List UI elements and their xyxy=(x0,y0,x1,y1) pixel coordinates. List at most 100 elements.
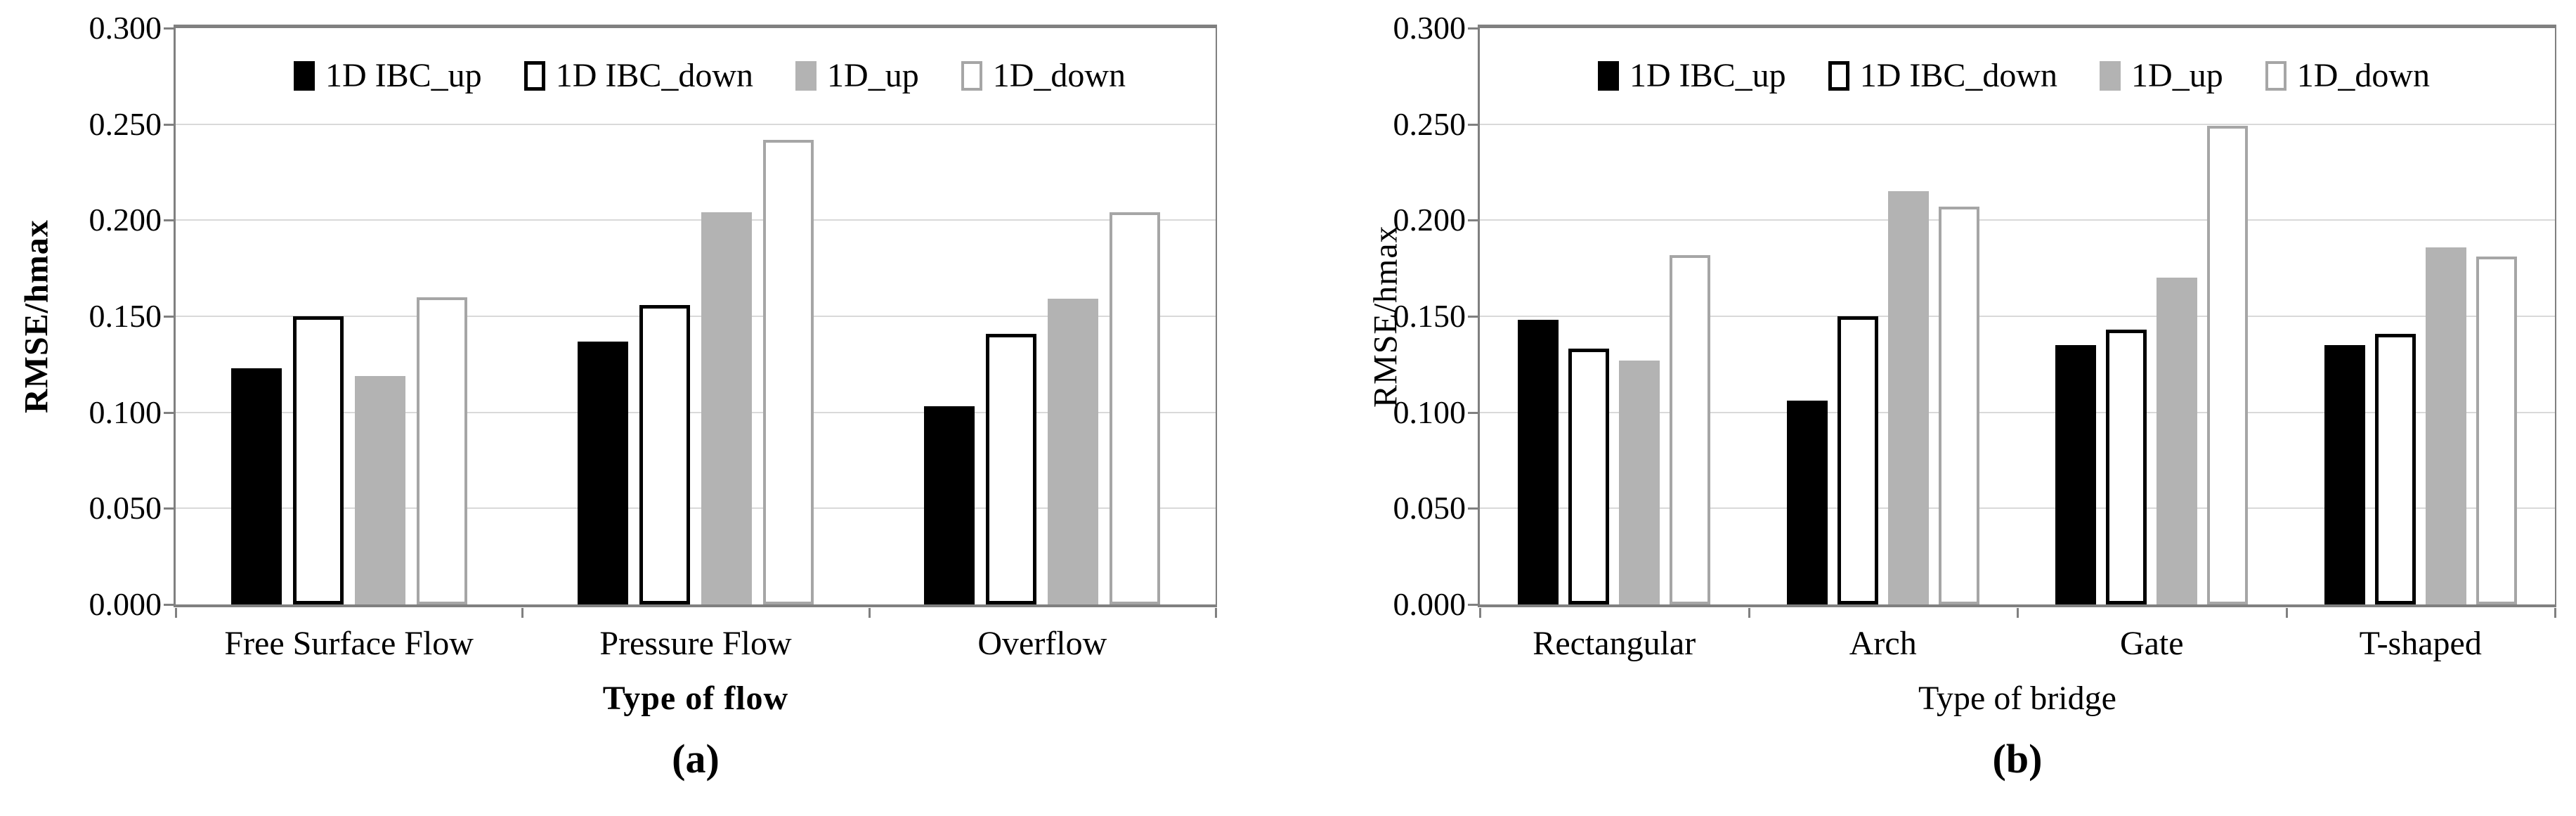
caption-a: (a) xyxy=(672,736,720,782)
y-tick-mark xyxy=(164,411,176,414)
y-tick-label: 0.300 xyxy=(1393,10,1466,46)
gridline xyxy=(176,316,1216,317)
bar-1d-ibc-down-1 xyxy=(1568,349,1610,604)
legend-item-1d-down: 1D_down xyxy=(2265,56,2430,95)
legend-item-1d-ibc-up: 1D IBC_up xyxy=(1598,56,1786,95)
bar-1d-down-1 xyxy=(416,297,467,604)
bar-1d-up-2 xyxy=(1887,191,1929,604)
bar-1d-ibc-up-2 xyxy=(1786,401,1828,604)
legend-item-1d-up: 1D_up xyxy=(795,56,919,95)
y-tick-label: 0.100 xyxy=(1393,394,1466,430)
legend-swatch-black-icon xyxy=(1598,60,1619,91)
y-tick-label: 0.300 xyxy=(89,10,162,46)
bar-1d-down-3 xyxy=(2207,126,2249,604)
legend-item-1d-ibc-up: 1D IBC_up xyxy=(294,56,482,95)
bar-1d-ibc-down-4 xyxy=(2374,334,2416,604)
x-tick-mark xyxy=(1479,608,1481,618)
bar-1d-up-3 xyxy=(2157,278,2198,604)
x-tick-mark xyxy=(175,608,177,618)
chart-b: RMSE/hmax 1D IBC_up 1D IBC_down 1D_up xyxy=(1304,0,2576,816)
legend-swatch-gray-icon xyxy=(795,60,817,91)
x-tick-mark xyxy=(521,608,524,618)
y-tick-mark xyxy=(1468,604,1480,606)
x-category-label: Free Surface Flow xyxy=(224,625,474,662)
x-category-label: T-shaped xyxy=(2359,625,2482,662)
gridline xyxy=(176,123,1216,125)
gridline xyxy=(1480,507,2555,510)
y-tick-mark xyxy=(1468,123,1480,126)
y-tick-label: 0.200 xyxy=(89,202,162,238)
bar-1d-ibc-down-3 xyxy=(986,334,1037,604)
bar-1d-ibc-up-3 xyxy=(2055,345,2097,604)
y-tick-label: 0.050 xyxy=(89,490,162,526)
x-tick-mark xyxy=(868,608,871,618)
y-tick-mark xyxy=(164,316,176,318)
y-tick-label: 0.150 xyxy=(89,298,162,334)
bar-1d-up-1 xyxy=(1619,361,1660,604)
x-axis-title: Type of bridge xyxy=(1918,680,2116,717)
bar-1d-ibc-down-2 xyxy=(639,305,690,604)
y-tick-mark xyxy=(1468,27,1480,30)
y-tick-mark xyxy=(1468,507,1480,510)
x-axis-title: Type of flow xyxy=(602,680,789,717)
bar-1d-down-1 xyxy=(1670,255,1711,604)
legend-item-1d-down: 1D_down xyxy=(961,56,1126,95)
gridline xyxy=(176,219,1216,221)
gridline xyxy=(176,411,1216,413)
x-tick-mark xyxy=(2285,608,2288,618)
legend-swatch-white-black-icon xyxy=(1828,60,1849,91)
legend-item-1d-ibc-down: 1D IBC_down xyxy=(523,56,754,95)
legend-swatch-gray-icon xyxy=(2100,60,2121,91)
y-tick-label: 0.250 xyxy=(89,105,162,142)
legend-label: 1D_down xyxy=(2296,57,2431,94)
y-tick-mark xyxy=(164,604,176,606)
bar-1d-ibc-up-3 xyxy=(924,406,975,604)
legend-swatch-white-gray-icon xyxy=(961,60,982,91)
x-tick-mark xyxy=(1748,608,1750,618)
legend-label: 1D IBC_up xyxy=(325,57,482,94)
bar-1d-up-1 xyxy=(354,376,405,604)
legend-label: 1D_down xyxy=(992,57,1126,94)
y-tick-label: 0.250 xyxy=(1393,105,1466,142)
x-category-label: Pressure Flow xyxy=(599,625,792,662)
caption-b: (b) xyxy=(1992,736,2043,782)
bar-1d-down-4 xyxy=(2476,257,2517,604)
legend-swatch-white-gray-icon xyxy=(2265,60,2286,91)
legend-label: 1D IBC_up xyxy=(1629,57,1786,94)
bar-1d-ibc-up-1 xyxy=(230,368,282,604)
bar-1d-up-2 xyxy=(701,212,752,604)
gridline xyxy=(1480,411,2555,413)
x-category-label: Gate xyxy=(2119,625,2184,662)
y-tick-mark xyxy=(164,27,176,30)
bar-1d-down-2 xyxy=(763,140,814,604)
bar-1d-down-2 xyxy=(1938,207,1979,604)
bar-1d-ibc-up-2 xyxy=(578,342,628,604)
y-tick-mark xyxy=(164,507,176,510)
bar-1d-ibc-down-1 xyxy=(292,316,344,604)
legend-item-1d-ibc-down: 1D IBC_down xyxy=(1828,56,2057,95)
bar-1d-up-3 xyxy=(1048,299,1099,604)
gridline xyxy=(1480,316,2555,317)
legend-label: 1D IBC_down xyxy=(1859,57,2058,94)
bar-1d-ibc-up-1 xyxy=(1518,320,1559,604)
y-tick-label: 0.200 xyxy=(1393,202,1466,238)
gridline xyxy=(176,507,1216,510)
y-tick-label: 0.000 xyxy=(89,586,162,622)
plot-area: 1D IBC_up 1D IBC_down 1D_up 1D_down xyxy=(174,25,1217,607)
bar-1d-ibc-down-3 xyxy=(2106,330,2147,604)
legend-label: 1D_up xyxy=(827,57,919,94)
y-tick-mark xyxy=(164,123,176,126)
gridline xyxy=(1480,219,2555,221)
bar-1d-up-4 xyxy=(2425,247,2466,604)
y-tick-label: 0.000 xyxy=(1393,586,1466,622)
legend: 1D IBC_up 1D IBC_down 1D_up 1D_down xyxy=(294,56,1126,95)
plot-inner: 1D IBC_up 1D IBC_down 1D_up 1D_down xyxy=(1480,28,2555,604)
y-tick-label: 0.050 xyxy=(1393,490,1466,526)
x-tick-mark xyxy=(1215,608,1217,618)
y-tick-label: 0.100 xyxy=(89,394,162,430)
x-category-label: Rectangular xyxy=(1533,625,1696,662)
chart-a: RMSE/hmax 1D IBC_up 1D IBC_down 1D_up xyxy=(0,0,1272,816)
legend-swatch-black-icon xyxy=(294,60,315,91)
legend-label: 1D IBC_down xyxy=(555,57,754,94)
